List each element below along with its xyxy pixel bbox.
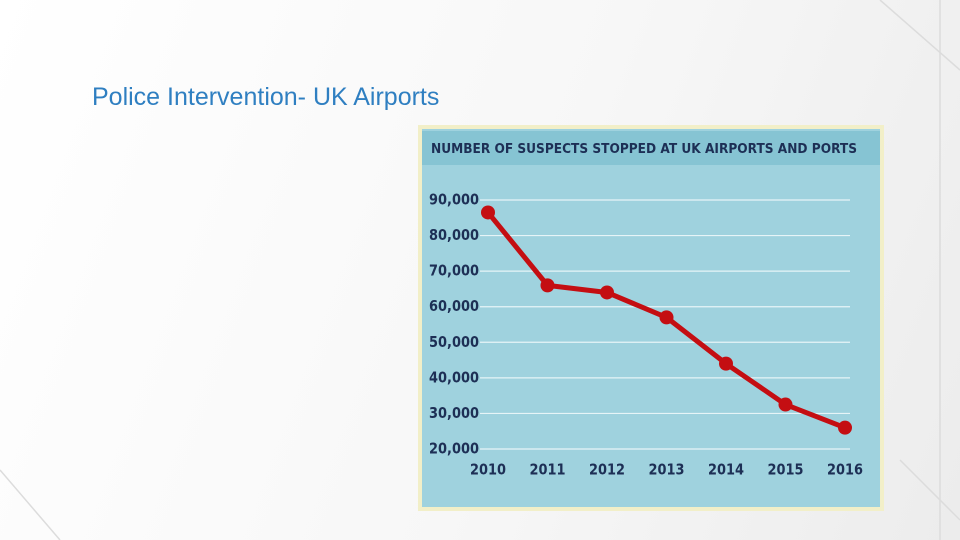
- x-tick-label: 2012: [589, 461, 625, 479]
- x-tick-label: 2011: [530, 461, 566, 479]
- y-tick-label: 30,000: [429, 404, 479, 422]
- y-tick-label: 40,000: [429, 368, 479, 386]
- chart-bg: [422, 129, 880, 507]
- y-tick-label: 90,000: [429, 191, 479, 209]
- x-tick-label: 2016: [827, 461, 863, 479]
- y-tick-label: 70,000: [429, 262, 479, 280]
- x-tick-label: 2014: [708, 461, 744, 479]
- data-point: [838, 420, 852, 435]
- data-point: [481, 205, 495, 220]
- y-tick-label: 20,000: [429, 440, 479, 458]
- chart-title: NUMBER OF SUSPECTS STOPPED AT UK AIRPORT…: [431, 141, 857, 157]
- data-point: [659, 310, 674, 325]
- x-tick-label: 2013: [649, 461, 685, 479]
- slide-title: Police Intervention- UK Airports: [92, 83, 439, 111]
- data-point: [600, 285, 614, 300]
- data-point: [540, 278, 555, 293]
- y-tick-label: 50,000: [429, 333, 479, 351]
- x-tick-label: 2010: [470, 461, 506, 479]
- y-tick-label: 80,000: [429, 226, 479, 244]
- data-point: [719, 356, 733, 371]
- title-band: [422, 131, 880, 165]
- data-point: [778, 397, 793, 412]
- x-tick-label: 2015: [768, 461, 804, 479]
- y-tick-label: 60,000: [429, 297, 479, 315]
